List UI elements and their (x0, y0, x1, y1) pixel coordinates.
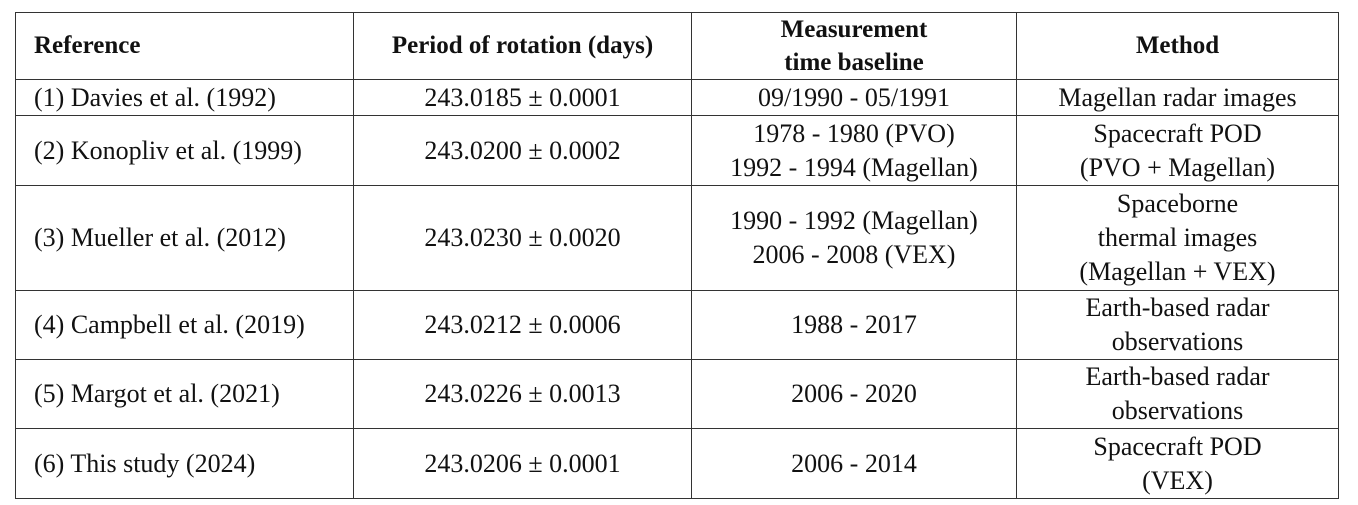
baseline-line: 1992 - 1994 (Magellan) (730, 152, 978, 182)
table-row: (4) Campbell et al. (2019) 243.0212 ± 0.… (15, 290, 1339, 360)
method-line: (VEX) (1142, 465, 1213, 495)
header-method: Method (1016, 12, 1339, 80)
baseline-cell: 2006 - 2014 (691, 428, 1017, 499)
baseline-line: 2006 - 2008 (VEX) (752, 240, 956, 269)
baseline-line: 1990 - 1992 (Magellan) (730, 206, 978, 235)
baseline-cell: 1990 - 1992 (Magellan) 2006 - 2008 (VEX) (691, 185, 1017, 291)
period-cell: 243.0200 ± 0.0002 (353, 115, 692, 186)
period-cell: 243.0212 ± 0.0006 (353, 290, 692, 360)
method-cell: Earth-based radar observations (1016, 290, 1339, 360)
table-row: (3) Mueller et al. (2012) 243.0230 ± 0.0… (15, 185, 1339, 291)
method-line: Magellan radar images (1058, 82, 1297, 112)
table-row: (2) Konopliv et al. (1999) 243.0200 ± 0.… (15, 115, 1339, 186)
header-baseline-line2: time baseline (784, 49, 924, 76)
header-period: Period of rotation (days) (353, 12, 692, 80)
method-cell: Spaceborne thermal images (Magellan + VE… (1016, 185, 1339, 291)
period-cell: 243.0230 ± 0.0020 (353, 185, 692, 291)
table-row: (5) Margot et al. (2021) 243.0226 ± 0.00… (15, 359, 1339, 429)
baseline-line: 09/1990 - 05/1991 (757, 82, 951, 112)
header-method-label: Method (1135, 32, 1220, 59)
baseline-cell: 2006 - 2020 (691, 359, 1017, 429)
period-cell: 243.0185 ± 0.0001 (353, 79, 692, 116)
method-line: observations (1111, 327, 1244, 356)
table-header-row: Reference Period of rotation (days) Meas… (15, 12, 1339, 80)
baseline-cell: 1978 - 1980 (PVO) 1992 - 1994 (Magellan) (691, 115, 1017, 186)
header-period-label: Period of rotation (days) (391, 32, 654, 59)
reference-cell: (5) Margot et al. (2021) (15, 359, 354, 429)
method-cell: Magellan radar images (1016, 79, 1339, 116)
table-row: (1) Davies et al. (1992) 243.0185 ± 0.00… (15, 79, 1339, 116)
header-reference-label: Reference (34, 32, 141, 59)
table-row: (6) This study (2024) 243.0206 ± 0.0001 … (15, 428, 1339, 499)
method-cell: Spacecraft POD (PVO + Magellan) (1016, 115, 1339, 186)
method-line: observations (1111, 396, 1244, 425)
reference-cell: (6) This study (2024) (15, 428, 354, 499)
baseline-line: 2006 - 2020 (791, 379, 917, 408)
reference-cell: (1) Davies et al. (1992) (15, 79, 354, 116)
rotation-period-table: Reference Period of rotation (days) Meas… (15, 12, 1339, 499)
method-line: Spacecraft POD (1093, 118, 1262, 148)
method-line: thermal images (1097, 223, 1258, 252)
method-line: Spacecraft POD (1093, 431, 1262, 461)
header-baseline: Measurement time baseline (691, 12, 1017, 80)
method-cell: Earth-based radar observations (1016, 359, 1339, 429)
reference-cell: (3) Mueller et al. (2012) (15, 185, 354, 291)
header-reference: Reference (15, 12, 354, 80)
baseline-cell: 1988 - 2017 (691, 290, 1017, 360)
baseline-cell: 09/1990 - 05/1991 (691, 79, 1017, 116)
reference-cell: (2) Konopliv et al. (1999) (15, 115, 354, 186)
method-line: Spaceborne (1116, 189, 1239, 218)
method-cell: Spacecraft POD (VEX) (1016, 428, 1339, 499)
baseline-line: 1988 - 2017 (791, 310, 917, 339)
method-line: (Magellan + VEX) (1079, 257, 1276, 286)
period-cell: 243.0206 ± 0.0001 (353, 428, 692, 499)
header-baseline-line1: Measurement (780, 16, 928, 43)
method-line: Earth-based radar (1085, 293, 1270, 322)
method-line: Earth-based radar (1085, 362, 1270, 391)
method-line: (PVO + Magellan) (1079, 152, 1276, 182)
period-cell: 243.0226 ± 0.0013 (353, 359, 692, 429)
reference-cell: (4) Campbell et al. (2019) (15, 290, 354, 360)
baseline-line: 2006 - 2014 (791, 448, 917, 478)
baseline-line: 1978 - 1980 (PVO) (753, 118, 955, 148)
